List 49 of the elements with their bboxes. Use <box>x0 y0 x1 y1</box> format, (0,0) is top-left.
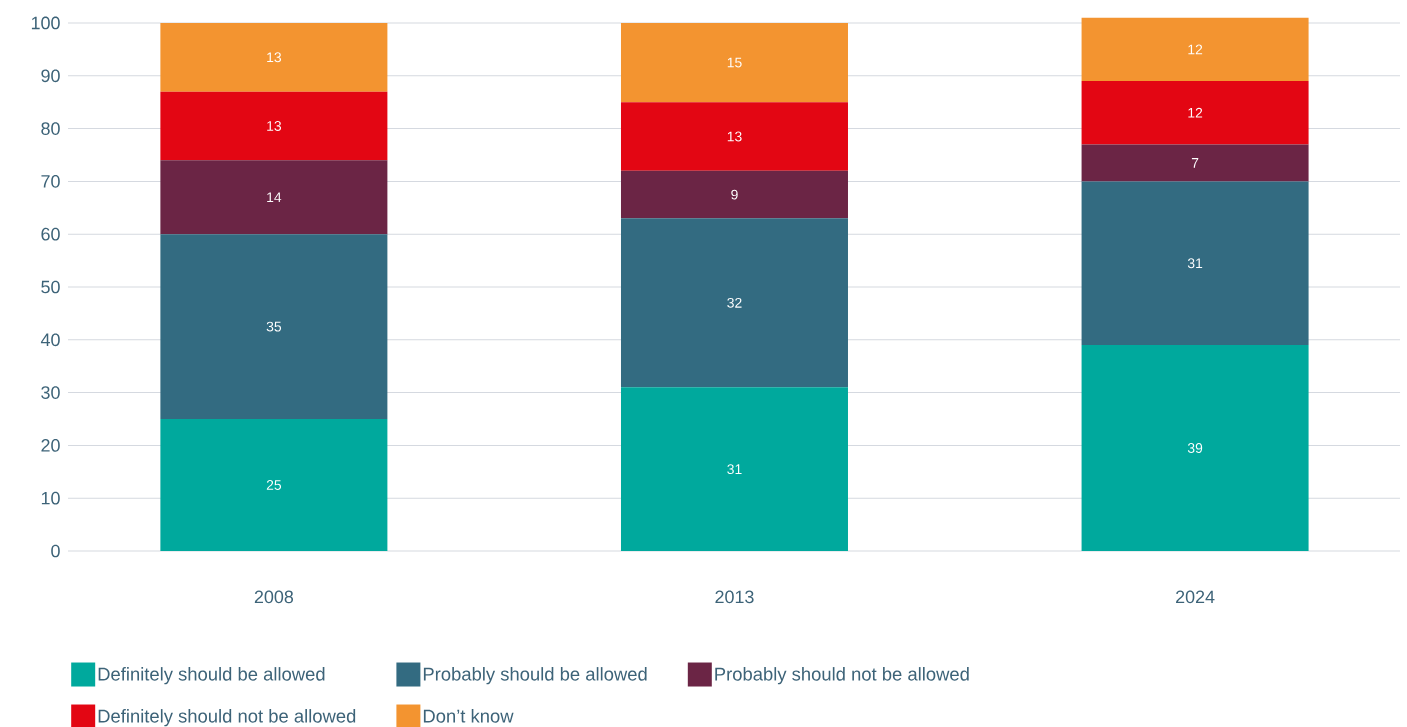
data-label: 25 <box>266 480 282 490</box>
bar <box>160 160 388 235</box>
bar <box>620 218 848 388</box>
data-label: 12 <box>1188 107 1203 118</box>
data-label: 35 <box>266 321 282 332</box>
x-tick-label: 2024 <box>1176 590 1215 604</box>
y-tick-label: 50 <box>41 280 60 294</box>
y-tick-label: 40 <box>40 333 60 347</box>
legend-label: Probably should not be allowed <box>715 667 969 685</box>
data-label: 7 <box>1191 158 1199 168</box>
bar <box>620 102 848 171</box>
data-label: 12 <box>1188 44 1203 55</box>
legend-label: Don’t know <box>423 709 514 723</box>
data-label: 13 <box>267 120 282 131</box>
y-tick-label: 100 <box>31 16 60 30</box>
y-tick-label: 10 <box>41 491 60 505</box>
y-tick-label: 30 <box>41 386 60 399</box>
data-label: 13 <box>727 131 742 142</box>
bar <box>1081 81 1309 145</box>
bar <box>160 91 388 161</box>
bar <box>620 22 848 103</box>
bar <box>1081 17 1309 82</box>
y-tick-label: 60 <box>41 227 60 241</box>
y-tick-label: 70 <box>41 175 60 188</box>
legend-label: Definitely should be allowed <box>98 667 325 685</box>
data-label: 31 <box>1187 258 1203 269</box>
y-tick-label: 80 <box>41 122 60 135</box>
data-label: 14 <box>267 192 282 203</box>
bar <box>160 234 388 419</box>
bar <box>1081 181 1309 346</box>
bar <box>160 418 388 551</box>
data-label: 13 <box>267 52 282 63</box>
data-label: 9 <box>731 189 738 200</box>
bar <box>160 22 388 92</box>
bar <box>620 387 848 551</box>
data-label: 31 <box>727 464 742 475</box>
x-tick-label: 2008 <box>254 590 294 604</box>
bar <box>1081 144 1309 182</box>
data-label: 15 <box>727 57 742 68</box>
data-label: 39 <box>1187 443 1203 453</box>
data-label: 32 <box>727 297 742 308</box>
legend-label: Definitely should not be allowed <box>98 709 356 727</box>
x-tick-label: 2013 <box>715 590 754 604</box>
y-tick-label: 90 <box>41 69 60 83</box>
bar <box>1081 345 1309 551</box>
y-tick-label: 20 <box>41 439 60 452</box>
bar <box>620 170 848 219</box>
y-tick-label: 0 <box>51 544 60 558</box>
legend-label: Probably should be allowed <box>423 667 647 685</box>
